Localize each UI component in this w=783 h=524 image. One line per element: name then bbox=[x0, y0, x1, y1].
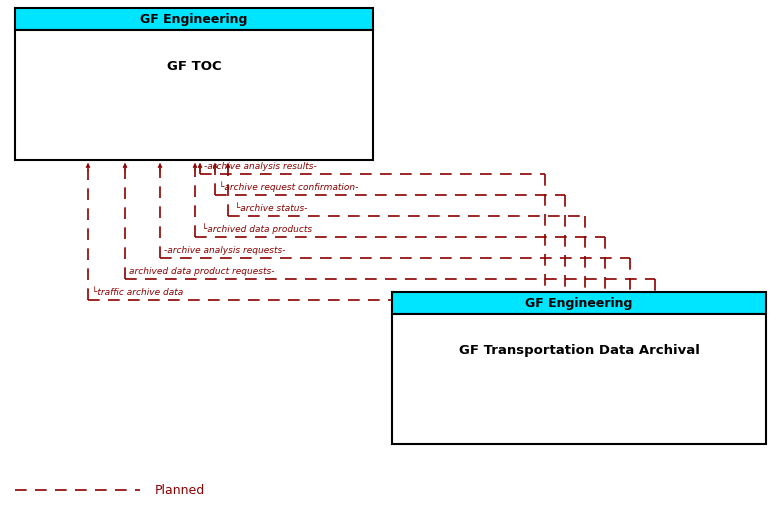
Text: └archive status-: └archive status- bbox=[232, 204, 308, 213]
Bar bbox=[15, 8, 373, 30]
Text: GF Engineering: GF Engineering bbox=[525, 297, 633, 310]
Text: archived data product requests-: archived data product requests- bbox=[129, 267, 275, 276]
Bar bbox=[392, 292, 766, 314]
Text: └archived data products: └archived data products bbox=[199, 223, 312, 234]
Text: GF TOC: GF TOC bbox=[167, 60, 222, 73]
Text: Planned: Planned bbox=[155, 484, 205, 497]
Text: -archive analysis requests-: -archive analysis requests- bbox=[164, 246, 286, 255]
Text: └traffic archive data: └traffic archive data bbox=[92, 288, 183, 297]
Text: GF Engineering: GF Engineering bbox=[140, 13, 247, 26]
Text: -archive analysis results-: -archive analysis results- bbox=[204, 162, 317, 171]
Text: GF Transportation Data Archival: GF Transportation Data Archival bbox=[459, 344, 699, 357]
Bar bbox=[15, 30, 373, 160]
Bar bbox=[392, 314, 766, 444]
Text: └archive request confirmation-: └archive request confirmation- bbox=[219, 181, 359, 192]
